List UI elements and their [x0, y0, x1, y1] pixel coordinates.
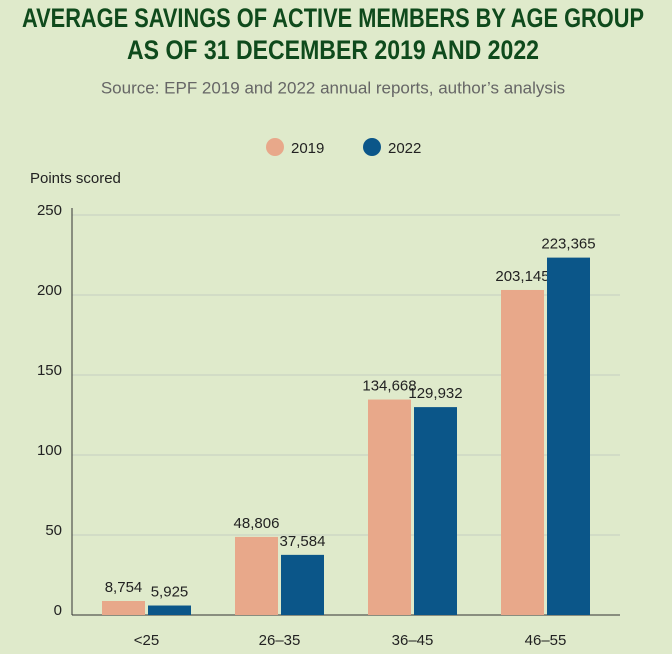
value-label: 5,925	[151, 583, 189, 600]
bar	[281, 554, 324, 615]
bar	[148, 605, 191, 615]
chart-title: AS OF 31 DECEMBER 2019 AND 2022	[127, 35, 539, 65]
chart-title: AVERAGE SAVINGS OF ACTIVE MEMBERS BY AGE…	[22, 3, 644, 33]
value-label: 223,365	[541, 236, 595, 253]
x-tick-label: 36–45	[392, 632, 434, 649]
bar	[235, 536, 278, 615]
legend-label: 2022	[388, 140, 421, 157]
x-tick-label: <25	[134, 632, 159, 649]
y-tick-label: 150	[37, 362, 62, 379]
value-label: 48,806	[234, 515, 280, 532]
value-label: 37,584	[280, 533, 326, 550]
bar	[368, 399, 411, 615]
y-tick-label: 100	[37, 442, 62, 459]
value-label: 8,754	[105, 579, 143, 596]
x-tick-label: 26–35	[259, 632, 301, 649]
y-axis-label: Points scored	[30, 170, 121, 187]
y-tick-label: 200	[37, 282, 62, 299]
bar	[501, 289, 544, 615]
bar	[102, 600, 145, 615]
legend-swatch	[363, 138, 381, 156]
y-tick-label: 0	[54, 602, 62, 619]
y-tick-label: 50	[45, 522, 62, 539]
value-label: 134,668	[362, 377, 416, 394]
chart-subtitle: Source: EPF 2019 and 2022 annual reports…	[101, 78, 565, 97]
bar	[547, 257, 590, 615]
y-tick-label: 250	[37, 202, 62, 219]
x-tick-label: 46–55	[525, 632, 567, 649]
value-label: 203,145	[495, 268, 549, 285]
value-label: 129,932	[408, 385, 462, 402]
legend-label: 2019	[291, 140, 324, 157]
legend-swatch	[266, 138, 284, 156]
bar	[414, 407, 457, 615]
